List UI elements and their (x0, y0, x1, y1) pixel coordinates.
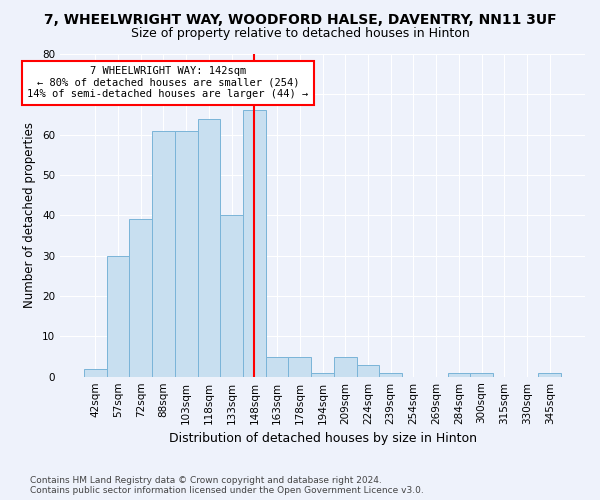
Text: Contains HM Land Registry data © Crown copyright and database right 2024.
Contai: Contains HM Land Registry data © Crown c… (30, 476, 424, 495)
Bar (84, 368, 107, 376)
Bar (220, 216, 243, 376)
Bar (107, 256, 130, 376)
Bar (334, 356, 356, 376)
Bar (266, 356, 289, 376)
Text: 7 WHEELWRIGHT WAY: 142sqm
← 80% of detached houses are smaller (254)
14% of semi: 7 WHEELWRIGHT WAY: 142sqm ← 80% of detac… (28, 66, 308, 100)
Bar (379, 372, 402, 376)
X-axis label: Distribution of detached houses by size in Hinton: Distribution of detached houses by size … (169, 432, 476, 445)
Bar (538, 372, 561, 376)
Text: 7, WHEELWRIGHT WAY, WOODFORD HALSE, DAVENTRY, NN11 3UF: 7, WHEELWRIGHT WAY, WOODFORD HALSE, DAVE… (44, 12, 556, 26)
Bar (197, 118, 220, 376)
Bar (152, 130, 175, 376)
Y-axis label: Number of detached properties: Number of detached properties (23, 122, 37, 308)
Text: Size of property relative to detached houses in Hinton: Size of property relative to detached ho… (131, 28, 469, 40)
Bar (289, 356, 311, 376)
Bar (311, 372, 334, 376)
Bar (130, 220, 152, 376)
Bar (448, 372, 470, 376)
Bar (356, 364, 379, 376)
Bar (175, 130, 197, 376)
Bar (470, 372, 493, 376)
Bar (243, 110, 266, 376)
